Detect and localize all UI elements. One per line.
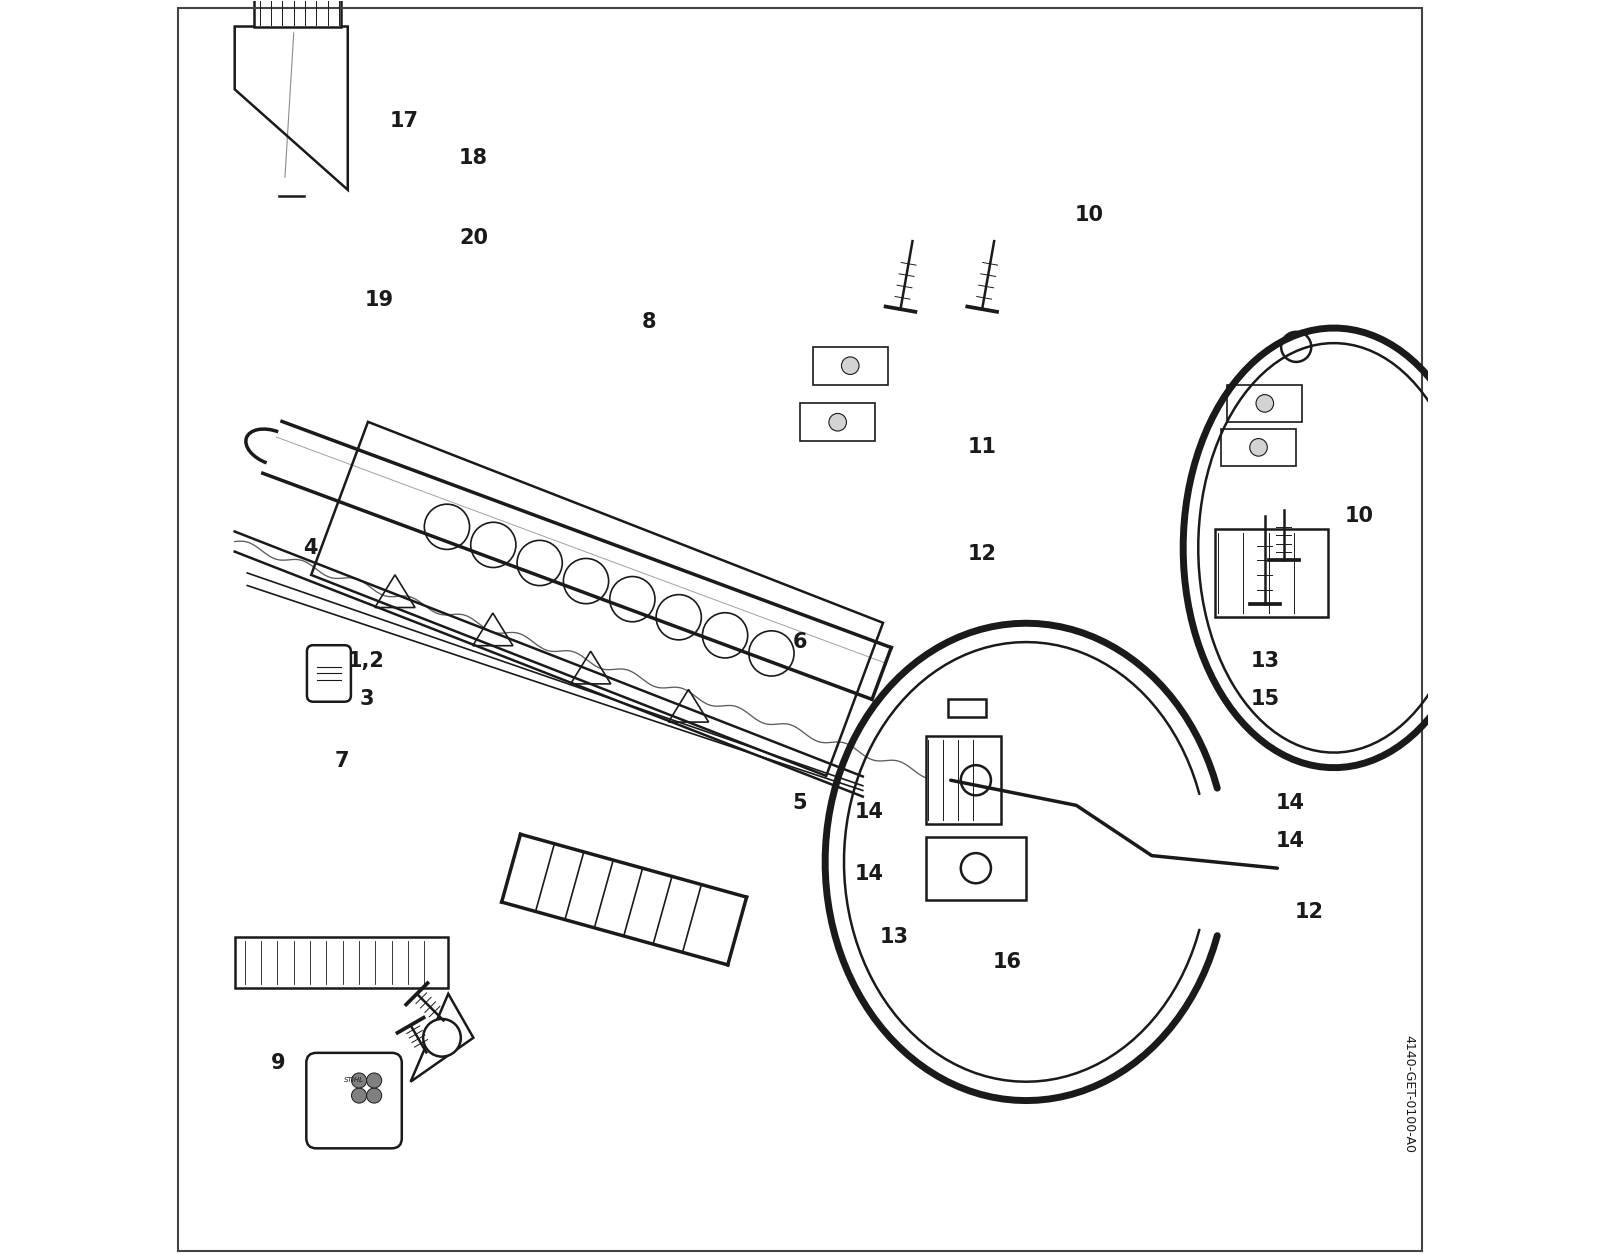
FancyBboxPatch shape (306, 1053, 402, 1148)
Text: 14: 14 (1275, 793, 1304, 813)
Text: 10: 10 (1344, 506, 1373, 526)
Circle shape (960, 854, 990, 884)
Text: 12: 12 (968, 544, 997, 564)
Circle shape (1282, 332, 1312, 361)
Text: 14: 14 (1275, 831, 1304, 851)
Circle shape (960, 765, 990, 796)
Text: 13: 13 (1250, 651, 1280, 671)
Text: 11: 11 (968, 437, 997, 457)
Text: 15: 15 (1250, 689, 1280, 709)
Text: 13: 13 (880, 928, 909, 947)
Circle shape (366, 1073, 382, 1088)
Text: 16: 16 (992, 952, 1022, 972)
Circle shape (829, 413, 846, 431)
Circle shape (352, 1088, 366, 1103)
Text: 19: 19 (365, 291, 394, 311)
Circle shape (842, 356, 859, 374)
Polygon shape (235, 937, 448, 987)
Text: 5: 5 (792, 793, 808, 813)
Text: 20: 20 (459, 228, 488, 248)
Circle shape (422, 1019, 461, 1056)
Text: STIHL: STIHL (344, 1076, 365, 1083)
Text: 7: 7 (334, 752, 349, 772)
Circle shape (1250, 438, 1267, 456)
Polygon shape (1221, 428, 1296, 466)
Text: 18: 18 (459, 149, 488, 169)
Circle shape (352, 1073, 366, 1088)
Polygon shape (253, 0, 341, 26)
Polygon shape (800, 403, 875, 441)
Polygon shape (411, 993, 474, 1081)
Circle shape (366, 1088, 382, 1103)
Text: 6: 6 (792, 632, 808, 652)
Polygon shape (235, 26, 347, 190)
Text: 4140-GET-0100-A0: 4140-GET-0100-A0 (1403, 1035, 1416, 1153)
Text: 8: 8 (642, 312, 656, 331)
Text: 1,2: 1,2 (349, 651, 386, 671)
Polygon shape (1214, 529, 1328, 617)
Polygon shape (949, 699, 986, 718)
FancyBboxPatch shape (307, 645, 350, 701)
Text: 9: 9 (272, 1053, 286, 1073)
Text: 14: 14 (854, 865, 883, 885)
Text: 3: 3 (360, 689, 374, 709)
Text: 10: 10 (1075, 205, 1104, 225)
Polygon shape (1227, 384, 1302, 422)
Polygon shape (813, 346, 888, 384)
Text: 4: 4 (302, 538, 317, 558)
Polygon shape (926, 737, 1002, 825)
Text: 14: 14 (854, 802, 883, 822)
Polygon shape (926, 837, 1026, 900)
Text: 12: 12 (1294, 903, 1323, 922)
Text: 17: 17 (390, 111, 419, 131)
Circle shape (1256, 394, 1274, 412)
